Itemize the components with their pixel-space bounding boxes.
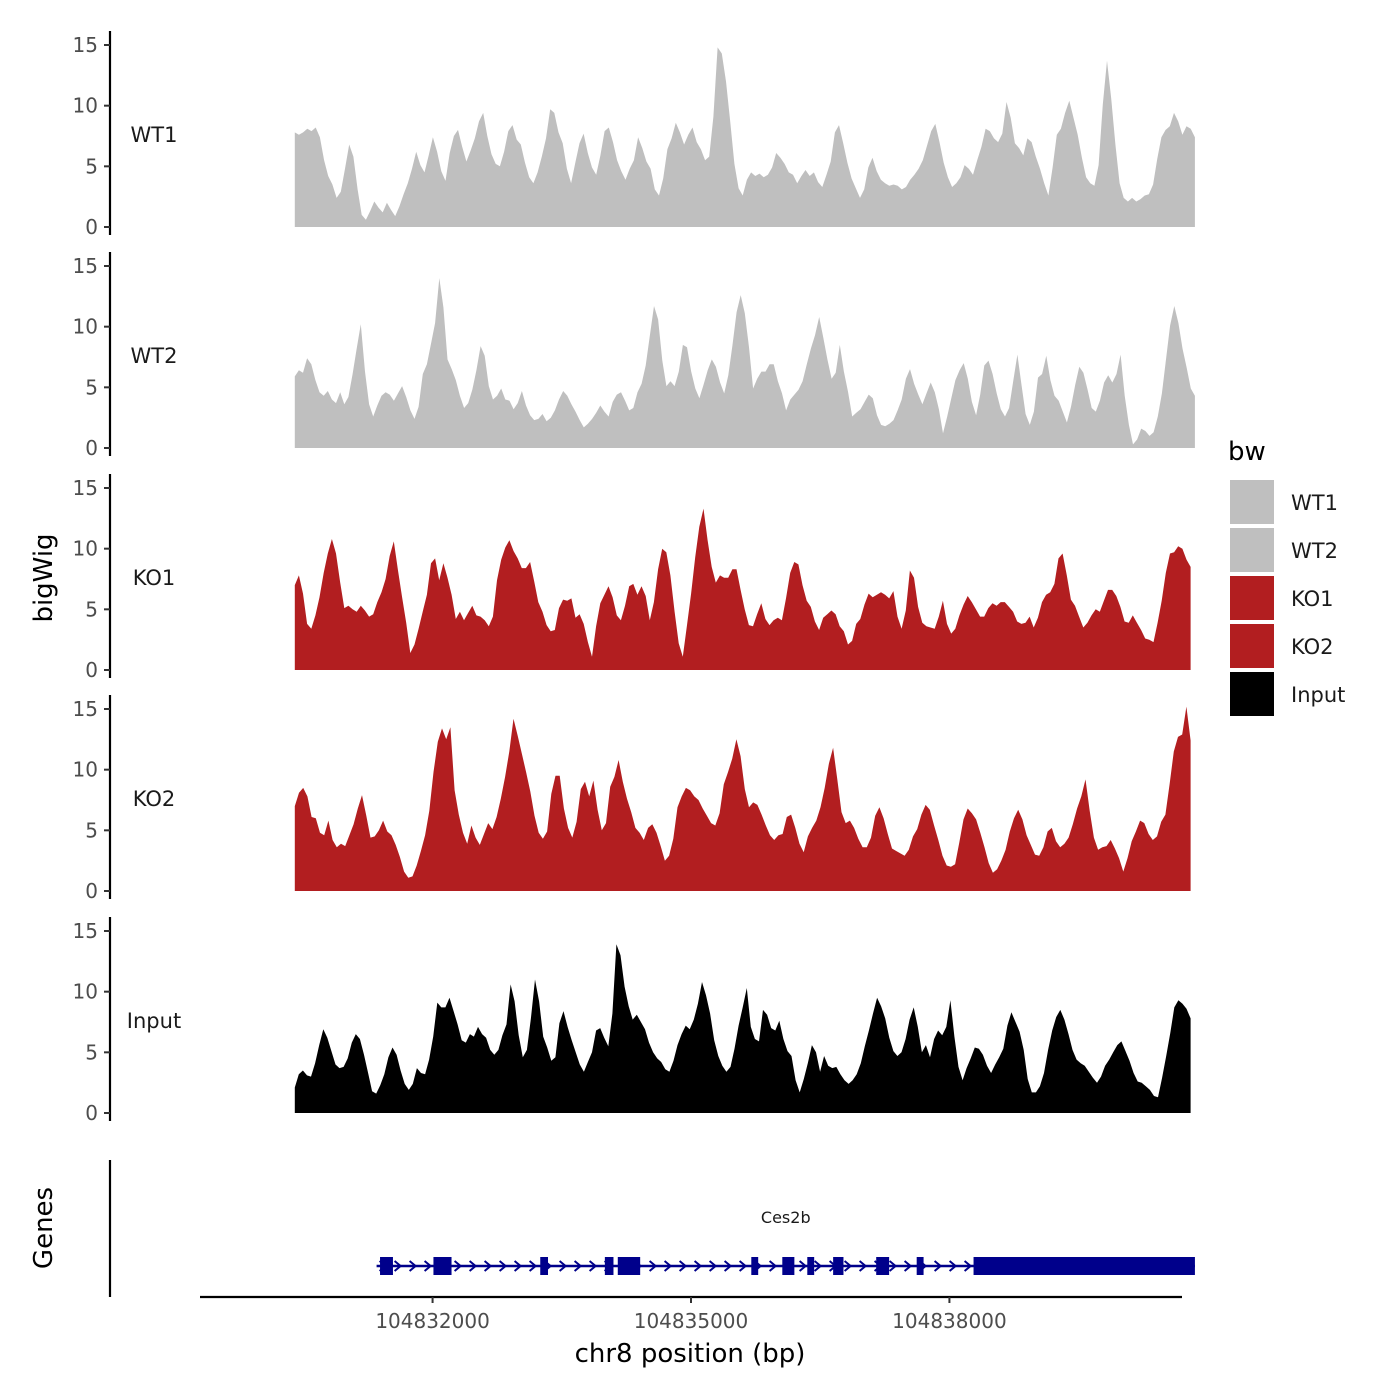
strand-arrow	[723, 1260, 733, 1272]
y-tick-label: 15	[73, 33, 98, 57]
gene-exon	[833, 1257, 844, 1275]
gene-exon	[604, 1257, 614, 1275]
gene-name-label: Ces2b	[761, 1208, 811, 1227]
strand-arrow	[513, 1260, 523, 1272]
gene-exon	[876, 1257, 890, 1275]
x-axis-title: chr8 position (bp)	[575, 1339, 806, 1369]
strand-arrow	[678, 1260, 688, 1272]
strand-arrow	[468, 1260, 478, 1272]
strand-arrow	[498, 1260, 508, 1272]
track-input: 0 5 10 15 Input	[73, 917, 1191, 1125]
strand-arrow	[813, 1260, 823, 1272]
gene-exon	[916, 1257, 924, 1275]
y-tick-label: 10	[73, 315, 98, 339]
x-tick-label: 104835000	[634, 1309, 749, 1333]
y-tick-label: 10	[73, 94, 98, 118]
strand-arrow	[843, 1260, 853, 1272]
y-tick-label: 5	[85, 154, 98, 178]
track-wt1: 0 5 10 15 WT1	[73, 31, 1195, 239]
strand-arrow	[648, 1260, 658, 1272]
x-axis: 104832000 104835000 104838000	[200, 1295, 1182, 1333]
legend-swatch-ko2	[1230, 624, 1274, 668]
legend-label-ko2: KO2	[1291, 635, 1334, 659]
legend-label-ko1: KO1	[1291, 587, 1334, 611]
x-tick-label: 104832000	[375, 1309, 490, 1333]
strand-arrow	[963, 1260, 973, 1272]
track-ko1: 0 5 10 15 KO1	[73, 474, 1191, 682]
x-tick-label: 104838000	[892, 1309, 1007, 1333]
area-wt1	[294, 47, 1195, 228]
area-ko2	[294, 706, 1191, 891]
track-label-wt1: WT1	[131, 123, 178, 147]
legend-swatch-ko1	[1230, 576, 1274, 620]
track-label-ko2: KO2	[133, 787, 176, 811]
gene-exon	[782, 1257, 795, 1275]
y-tick-label: 15	[73, 697, 98, 721]
y-tick-label: 5	[85, 818, 98, 842]
gene-exon	[617, 1257, 641, 1275]
track-label-ko1: KO1	[133, 566, 176, 590]
area-ko1	[294, 508, 1191, 670]
strand-arrow	[483, 1260, 493, 1272]
strand-arrow	[708, 1260, 718, 1272]
strand-arrow	[768, 1260, 778, 1272]
y-tick-label: 15	[73, 476, 98, 500]
gene-track: Ces2b	[108, 1160, 1195, 1297]
strand-arrow	[663, 1260, 673, 1272]
strand-arrow	[423, 1260, 433, 1272]
strand-arrow	[453, 1260, 463, 1272]
tracks-layer: 0 5 10 15 WT1 0 5 10 15 WT2 0 5 10 15 KO1 0 5 10 15 KO2 0 5 10…	[73, 31, 1195, 1125]
strand-arrow	[573, 1260, 583, 1272]
track-ko2: 0 5 10 15 KO2	[73, 695, 1191, 903]
y-tick-label: 15	[73, 254, 98, 278]
y-tick-label: 5	[85, 597, 98, 621]
strand-arrow	[693, 1260, 703, 1272]
legend-swatch-input	[1230, 672, 1274, 716]
gene-exon	[433, 1257, 452, 1275]
strand-arrow	[948, 1260, 958, 1272]
strand-arrow	[528, 1260, 538, 1272]
legend-swatch-wt1	[1230, 480, 1274, 524]
legend-title: bw	[1228, 437, 1266, 467]
area-input	[294, 944, 1191, 1113]
y-tick-label: 5	[85, 1040, 98, 1064]
track-label-input: Input	[127, 1009, 181, 1033]
strand-arrow	[888, 1260, 898, 1272]
legend-label-wt2: WT2	[1291, 539, 1338, 563]
y-tick-label: 5	[85, 375, 98, 399]
legend-swatch-wt2	[1230, 528, 1274, 572]
strand-arrow	[408, 1260, 418, 1272]
y-tick-label: 10	[73, 980, 98, 1004]
strand-arrow	[933, 1260, 943, 1272]
y-tick-label: 0	[85, 215, 98, 239]
legend: bw WT1 WT2 KO1 KO2 Input	[1228, 437, 1345, 716]
strand-arrow	[858, 1260, 868, 1272]
strand-arrow	[798, 1260, 808, 1272]
track-wt2: 0 5 10 15 WT2	[73, 252, 1195, 460]
track-label-wt2: WT2	[131, 344, 178, 368]
genes-axis-title: Genes	[29, 1187, 59, 1269]
y-tick-label: 10	[73, 758, 98, 782]
gene-exon	[380, 1257, 393, 1275]
gene-exon	[751, 1257, 759, 1275]
strand-arrow	[738, 1260, 748, 1272]
y-tick-label: 10	[73, 537, 98, 561]
legend-label-input: Input	[1291, 683, 1345, 707]
legend-label-wt1: WT1	[1291, 491, 1338, 515]
strand-arrow	[588, 1260, 598, 1272]
y-tick-label: 15	[73, 919, 98, 943]
strand-arrow	[393, 1260, 403, 1272]
y-tick-label: 0	[85, 436, 98, 460]
y-axis-title: bigWig	[29, 533, 59, 622]
y-tick-label: 0	[85, 1101, 98, 1125]
gene-exon	[540, 1257, 549, 1275]
gene-exon	[807, 1257, 815, 1275]
strand-arrow	[903, 1260, 913, 1272]
y-tick-label: 0	[85, 879, 98, 903]
area-wt2	[294, 278, 1195, 448]
gene-exon	[973, 1257, 1195, 1275]
strand-arrow	[558, 1260, 568, 1272]
y-tick-label: 0	[85, 658, 98, 682]
